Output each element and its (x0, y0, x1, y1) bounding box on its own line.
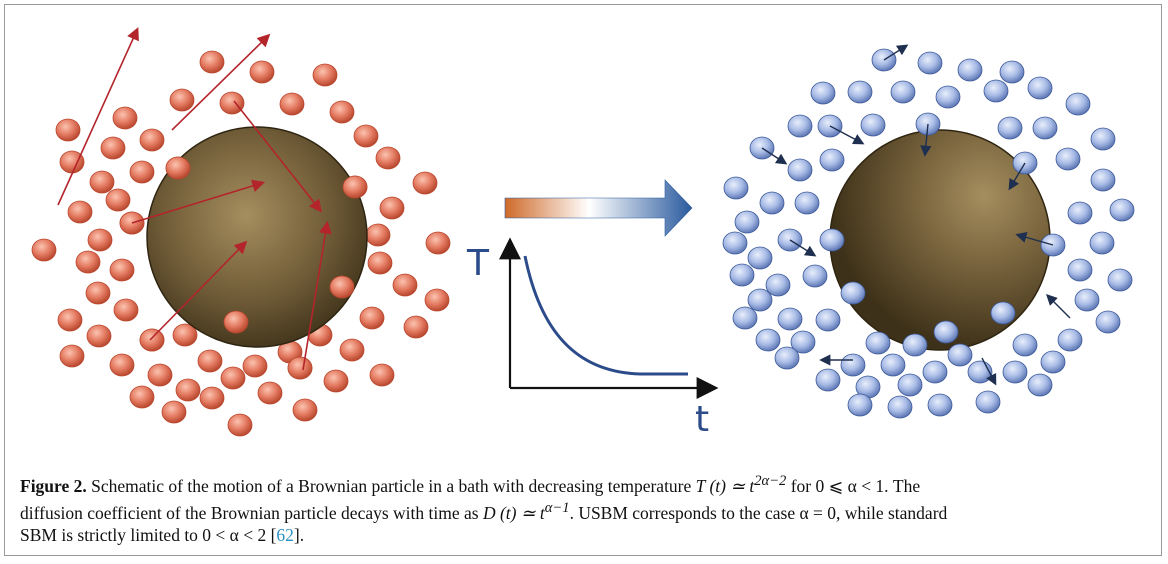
figure-frame (4, 4, 1162, 556)
cold-bath-panel (722, 44, 1135, 419)
temperature-gradient-arrow (504, 179, 693, 237)
temperature-axis-label: T (467, 243, 489, 284)
caption-line-2: diffusion coefficient of the Brownian pa… (20, 499, 948, 523)
citation-link[interactable]: 62 (276, 524, 294, 545)
hot-bath-small-on-top (119, 156, 368, 380)
time-axis-label: t (695, 399, 710, 440)
caption-line-1: Figure 2. Schematic of the motion of a B… (20, 473, 921, 496)
figure-caption: Figure 2. Schematic of the motion of a B… (20, 470, 1150, 546)
decay-curve (523, 255, 688, 376)
brownian-particle-hot (146, 126, 368, 348)
cold-bath-particles (722, 48, 1135, 419)
figure-label: Figure 2. (20, 475, 87, 496)
cooling-transition (499, 179, 719, 399)
hot-bath-velocity-arrows (57, 27, 332, 371)
hot-bath-panel (31, 27, 451, 437)
caption-line-3: SBM is strictly limited to 0 < α < 2 [62… (20, 524, 305, 545)
temperature-decay-plot (499, 237, 719, 399)
figure-illustration (31, 27, 1135, 437)
cold-bath-velocity-arrows (761, 44, 1071, 386)
